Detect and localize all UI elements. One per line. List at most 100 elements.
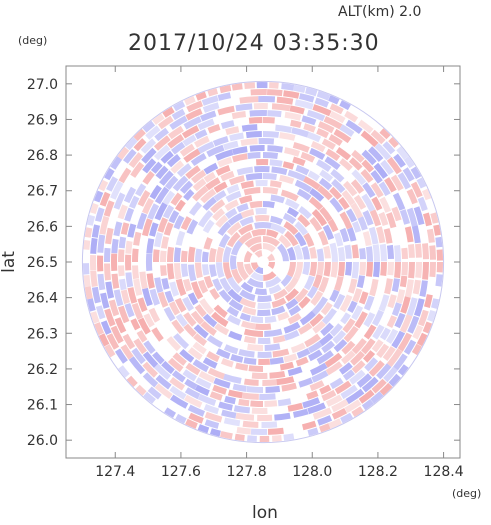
echo-cell-negative [104,168,115,181]
echo-cell-negative [413,206,425,226]
echo-cell-positive [258,358,270,366]
y-tick-label: 26.7 [27,184,58,200]
echo-cell-negative [267,110,282,118]
echo-cell-negative [111,238,119,254]
echo-cell-negative [110,156,123,170]
echo-cell-negative [257,337,271,345]
echo-cell-negative [163,306,176,322]
echo-cell-positive [370,129,386,145]
echo-cell-positive [210,199,226,214]
echo-cell-negative [347,300,358,313]
echo-cell-negative [215,149,234,161]
echo-cell-negative [321,340,335,354]
echo-cell-negative [267,145,283,153]
echo-cell-positive [360,169,374,183]
echo-cell-negative [410,166,422,180]
echo-cell-negative [346,227,357,242]
echo-cell-negative [123,186,137,204]
echo-cell-positive [334,380,352,395]
echo-cell-positive [200,321,217,336]
echo-cell-positive [188,412,204,424]
echo-cell-negative [228,330,243,341]
echo-cell-positive [217,156,233,168]
echo-cell-positive [159,250,167,262]
echo-cell-negative [153,144,171,161]
echo-cell-negative [155,165,169,180]
echo-cell-positive [401,262,409,276]
echo-cell-positive [276,96,294,105]
echo-cell-negative [373,162,388,179]
echo-cell-negative [368,146,384,162]
echo-cell-negative [302,262,310,276]
echo-cell-negative [374,143,392,161]
echo-cell-negative [330,169,345,183]
echo-cell-positive [343,180,358,197]
echo-cell-positive [279,174,295,185]
echo-cell-positive [319,206,333,222]
echo-cell-negative [145,253,153,271]
echo-cell-negative [154,232,163,248]
echo-cell-negative [223,140,239,151]
echo-cell-positive [303,176,321,191]
echo-cell-negative [288,305,301,316]
echo-cell-positive [284,111,302,121]
echo-cell-negative [143,340,156,354]
echo-cell-negative [147,386,162,400]
echo-cell-positive [424,294,433,308]
echo-cell-positive [133,138,147,152]
echo-cell-positive [317,230,329,246]
echo-cell-negative [195,248,203,262]
echo-cell-negative [105,281,115,299]
echo-cell-negative [247,435,257,442]
echo-cell-negative [226,306,240,317]
echo-cell-negative [383,366,398,383]
echo-cell-negative [147,203,160,220]
echo-cell-positive [132,265,140,280]
echo-cell-positive [272,335,286,344]
echo-cell-negative [391,302,402,317]
echo-cell-negative [363,312,376,328]
echo-cell-positive [231,83,243,91]
echo-cell-negative [142,158,157,174]
echo-cell-positive [283,90,300,99]
echo-cell-positive [312,274,323,289]
echo-cell-positive [194,304,207,318]
echo-cell-negative [201,95,219,106]
echo-cell-positive [133,231,142,246]
echo-cell-negative [223,344,239,355]
echo-cell-positive [404,279,414,298]
echo-cell-positive [228,175,245,186]
echo-cell-negative [93,190,104,203]
echo-cell-negative [227,288,243,303]
y-axis: 26.0 26.1 26.2 26.3 26.4 26.5 26.6 26.7 26.8 26.9… [27,77,460,449]
echo-cell-positive [175,278,187,297]
echo-cell-negative [306,109,326,122]
echo-cell-negative [149,288,160,306]
echo-cell-positive [285,288,299,302]
echo-cell-negative [311,296,328,315]
echo-cell-positive [110,325,124,344]
echo-cell-negative [261,421,278,429]
echo-cell-positive [243,335,256,344]
echo-cell-negative [259,393,276,400]
echo-cell-positive [247,343,263,352]
x-tick-label: 128.0 [292,464,332,480]
echo-cell-positive [170,192,183,206]
echo-cell-negative [339,100,351,111]
echo-cell-positive [259,435,270,443]
echo-cell-positive [181,250,188,262]
echo-cell-negative [386,328,399,344]
echo-cell-negative [397,172,411,190]
echo-cell-positive [84,227,93,238]
echo-cell-positive [328,418,342,429]
echo-cell-positive [368,360,385,377]
echo-cell-positive [153,135,171,151]
echo-cell-positive [371,196,383,211]
echo-cell-positive [241,320,256,330]
echo-cell-positive [406,188,418,205]
echo-cell-negative [171,370,186,383]
x-tick-label: 127.4 [95,464,135,480]
echo-cell-positive [98,333,110,347]
echo-cell-positive [331,408,348,420]
echo-cell-negative [391,278,400,293]
